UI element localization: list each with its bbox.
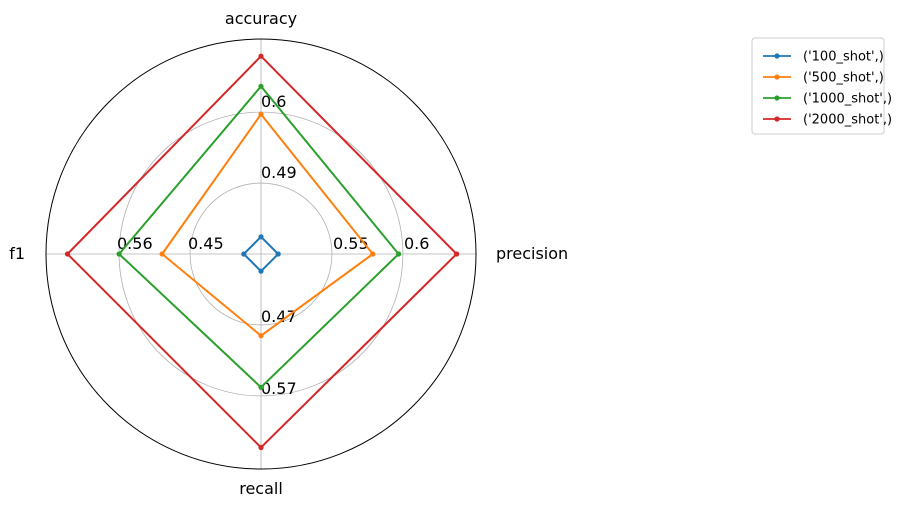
- series-1: [241, 234, 281, 274]
- tick-label-recall-inner: 0.47: [261, 307, 297, 326]
- series-2: [159, 111, 376, 339]
- axis-label-f1: f1: [9, 244, 25, 263]
- series-4-point-recall: [258, 444, 264, 451]
- series-1-point-f1: [241, 251, 247, 257]
- series-4: [64, 53, 460, 451]
- series-1-point-recall: [258, 268, 264, 274]
- legend-entry-1: ('100_shot',): [803, 50, 884, 65]
- series-2-point-accuracy: [258, 111, 264, 117]
- legend-entry-4: ('2000_shot',): [803, 113, 892, 128]
- legend-entry-2: ('500_shot',): [803, 71, 884, 86]
- legend-entry-3: ('1000_shot',): [803, 92, 892, 107]
- series-line-2: [160, 112, 375, 337]
- tick-label-accuracy-inner: 0.49: [261, 163, 297, 182]
- tick-label-precision-outer: 0.6: [404, 234, 429, 253]
- tick-label-f1-outer: 0.56: [117, 234, 153, 253]
- series-1-point-accuracy: [258, 234, 264, 240]
- series-3: [116, 83, 402, 390]
- axis-labels: accuracy precision recall f1: [9, 9, 568, 498]
- legend-swatch-marker-2: [774, 74, 780, 80]
- series-1-point-precision: [275, 251, 281, 257]
- series-4-point-precision: [454, 251, 460, 257]
- tick-label-f1-inner: 0.45: [188, 234, 224, 253]
- legend-swatch-marker-4: [774, 116, 780, 122]
- tick-labels: 0.49 0.6 0.55 0.6 0.47 0.57 0.45 0.56: [117, 92, 429, 398]
- series-2-point-recall: [258, 333, 264, 339]
- series-3-point-recall: [258, 384, 264, 390]
- axis-label-precision: precision: [496, 244, 568, 263]
- legend-swatch-marker-1: [774, 53, 780, 59]
- series-2-point-precision: [370, 251, 376, 257]
- series-4-point-f1: [64, 251, 71, 257]
- series-3-point-accuracy: [258, 83, 264, 89]
- series-3-point-f1: [116, 251, 122, 257]
- axis-label-recall: recall: [239, 479, 283, 498]
- series-2-point-f1: [159, 251, 165, 257]
- outer-frame: [45, 38, 477, 470]
- series-4-point-accuracy: [258, 53, 264, 59]
- legend: ('100_shot',) ('500_shot',) ('1000_shot',)…: [751, 37, 892, 135]
- legend-frame: [751, 37, 885, 135]
- tick-label-recall-outer: 0.57: [261, 379, 297, 398]
- series-3-point-precision: [396, 251, 402, 257]
- series-layer: [64, 53, 460, 451]
- legend-swatch-marker-3: [774, 95, 780, 101]
- axis-label-accuracy: accuracy: [225, 9, 297, 28]
